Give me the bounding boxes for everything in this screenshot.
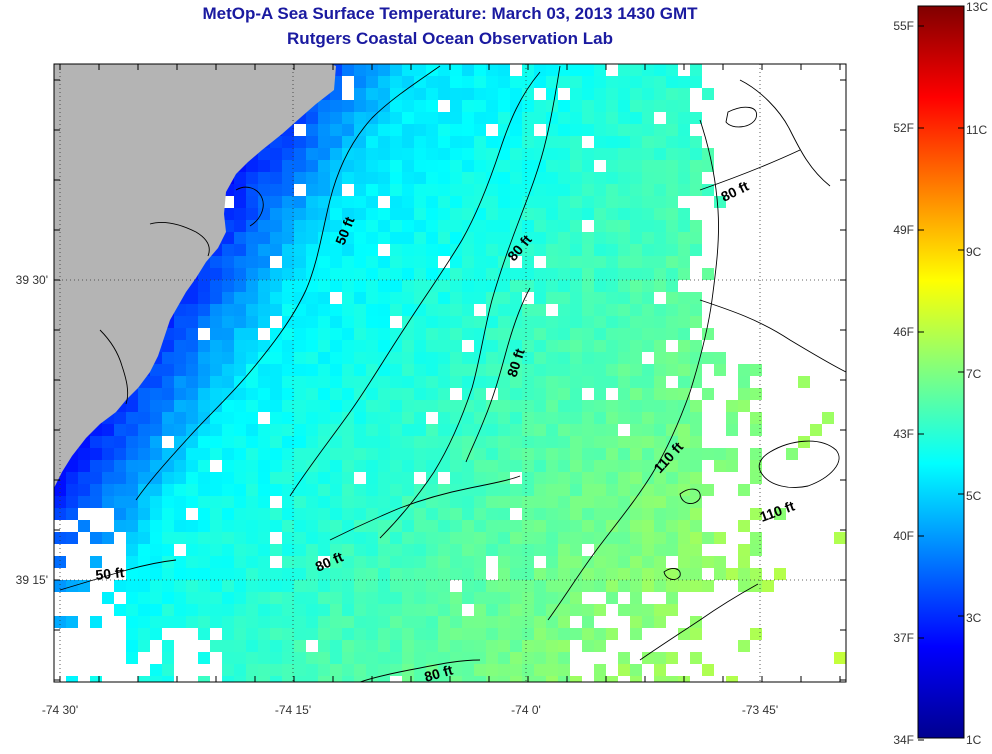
x-tick-label: -73 45' [742,703,778,717]
colorbar-f-label: 34F [893,733,914,747]
map-plot-area: 50 ft 80 ft 80 ft 80 ft 80 ft 110 ft 110… [53,63,847,685]
contour-coast-detail [99,329,129,405]
x-tick-label: -74 0' [511,703,541,717]
colorbar: 55F 52F 49F 46F 43F 40F 37F 34F 13C 11C … [893,0,988,747]
contour-line-80ft-bottom [359,659,481,683]
contour-shoal-3 [663,568,681,580]
colorbar-f-label: 37F [893,631,914,645]
colorbar-f-label: 43F [893,427,914,441]
colorbar-gradient [917,5,965,739]
y-axis: 39 30' 39 15' [16,273,48,587]
contour-inlet-detail [235,186,264,227]
contour-line-50ft-north [135,65,441,501]
contour-east-3 [639,583,759,661]
colorbar-c-label: 11C [966,123,987,137]
colorbar-f-label: 40F [893,529,914,543]
contour-line-50ft-south [59,559,177,591]
colorbar-c-label: 3C [966,611,982,625]
x-tick-label: -74 30' [42,703,78,717]
colorbar-c-label: 13C [966,0,988,14]
contour-line-110ft [547,119,719,621]
contour-label-80ft-bottom: 80 ft [422,661,454,684]
contour-bay-detail [149,221,210,257]
contour-shoal-1 [725,106,758,128]
land-mass-inner [54,64,336,488]
axis-ticks [54,64,846,682]
contour-line-80ft-south [329,475,521,541]
contour-island-east [758,440,840,488]
x-tick-label: -74 15' [275,703,311,717]
contour-east-1 [739,79,831,187]
colorbar-f-label: 55F [893,19,914,33]
colorbar-c-label: 7C [966,367,982,381]
contour-east-2 [699,299,847,373]
x-axis: -74 30' -74 15' -74 0' -73 45' [42,703,778,717]
colorbar-c-label: 5C [966,489,982,503]
gridlines [54,64,846,682]
colorbar-c-label: 1C [966,733,982,747]
contour-line-110ft-east [699,149,801,191]
map-subtitle: Rutgers Coastal Ocean Observation Lab [287,29,613,48]
map-title: MetOp-A Sea Surface Temperature: March 0… [202,4,698,23]
y-tick-label: 39 30' [16,273,48,287]
contour-line-80ft-west [289,71,541,497]
contour-shoal-2 [679,488,701,504]
colorbar-c-label: 9C [966,245,982,259]
contour-line-80ft-central [379,65,561,539]
depth-contours [59,65,847,683]
contour-label-50ft-south: 50 ft [95,564,126,583]
colorbar-f-label: 46F [893,325,914,339]
colorbar-f-label: 49F [893,223,914,237]
contour-line-80ft-ridge [465,287,531,463]
y-tick-label: 39 15' [16,573,48,587]
colorbar-f-label: 52F [893,121,914,135]
